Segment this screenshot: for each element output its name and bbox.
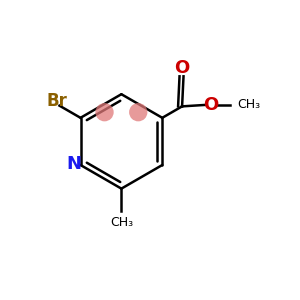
Circle shape	[129, 103, 147, 122]
Text: O: O	[175, 59, 190, 77]
Text: CH₃: CH₃	[237, 98, 260, 111]
Circle shape	[95, 103, 114, 122]
Text: Br: Br	[46, 92, 67, 110]
Text: O: O	[203, 96, 218, 114]
Text: CH₃: CH₃	[110, 216, 133, 229]
Text: N: N	[67, 154, 82, 172]
